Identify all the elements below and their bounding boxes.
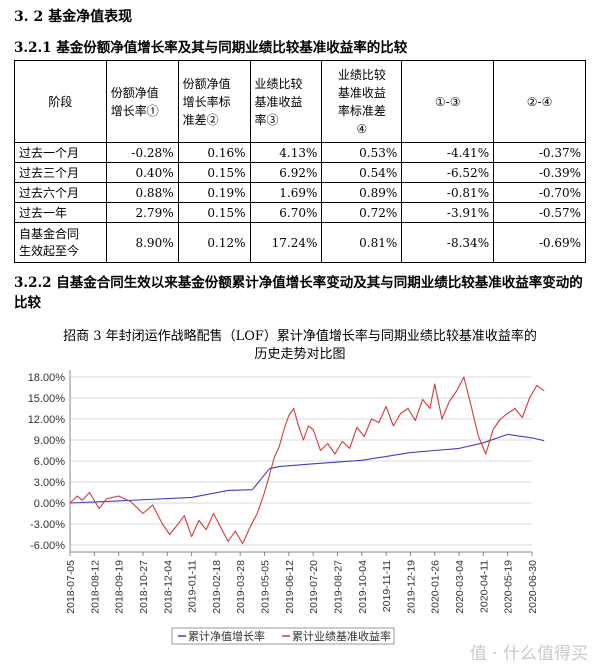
y-tick-label: 12.00%: [28, 414, 66, 426]
nav-growth-line: [69, 433, 545, 504]
period-cell: 过去三个月: [14, 162, 107, 183]
performance-table: 阶段 份额净值 增长率① 份额净值 增长率标 准差② 业绩比较 基准收益 率③ …: [14, 60, 586, 263]
chart-axes: 18.00% 15.00% 12.00% 9.00% 6.00% 3.00% 0.00% -3…: [28, 370, 539, 614]
table-cell: -0.37%: [493, 142, 586, 163]
legend-label: 累计净值增长率: [188, 629, 265, 643]
chart-legend: 累计净值增长率 累计业绩基准收益率: [171, 627, 395, 645]
period-cell: 过去六个月: [14, 182, 107, 203]
table-cell: 4.13%: [249, 142, 323, 163]
table-cell: 0.19%: [177, 182, 251, 203]
table-row: 过去六个月 0.88% 0.19% 1.69% 0.89% -0.81% -0.…: [14, 182, 586, 203]
table-cell: 0.53%: [321, 142, 403, 163]
y-tick-label: 15.00%: [28, 393, 66, 405]
table-row: 过去一年 2.79% 0.15% 6.70% 0.72% -3.91% -0.5…: [14, 202, 586, 223]
table-cell: -0.28%: [105, 142, 179, 163]
table-cell: -0.81%: [401, 182, 495, 203]
table-cell: -0.70%: [493, 182, 586, 203]
header-cell: ①-③: [401, 60, 495, 143]
header-cell: ②-④: [493, 60, 586, 143]
subsection2-title: 3.2.2 自基金合同生效以来基金份额累计净值增长率变动及其与同期业绩比较基准收…: [14, 275, 583, 311]
x-tick-label: 2018-09-19: [114, 560, 126, 614]
table-cell: -3.91%: [401, 202, 495, 223]
header-cell: 阶段: [14, 60, 107, 143]
benchmark-return-line: [69, 376, 545, 545]
nav-vs-benchmark-chart: 18.00% 15.00% 12.00% 9.00% 6.00% 3.00% 0.00% -3…: [28, 370, 545, 645]
table-cell: 0.89%: [321, 182, 403, 203]
x-tick-label: 2020-04-11: [478, 560, 490, 613]
x-tick-label: 2019-12-19: [405, 560, 417, 614]
x-tick-label: 2019-07-20: [308, 560, 320, 614]
period-cell: 过去一个月: [14, 142, 107, 163]
x-tick-label: 2018-10-27: [138, 560, 150, 614]
table-cell: 6.92%: [249, 162, 323, 183]
header-cell: 份额净值 增长率①: [105, 60, 179, 143]
table-cell: -0.57%: [493, 202, 586, 223]
subsection-title: 3.2.1 基金份额净值增长率及其与同期业绩比较基准收益率的比较: [14, 40, 408, 56]
table-cell: 0.72%: [321, 202, 403, 223]
table-cell: 0.15%: [177, 162, 251, 183]
chart-gridlines: [70, 376, 532, 546]
x-tick-label: 2019-06-12: [284, 560, 296, 614]
y-tick-label: 6.00%: [34, 456, 65, 468]
x-tick-label: 2020-05-19: [503, 560, 515, 614]
y-tick-label: -6.00%: [30, 540, 65, 552]
table-cell: 0.54%: [321, 162, 403, 183]
table-cell: -8.34%: [401, 222, 495, 263]
header-cell: 业绩比较 基准收益 率③: [249, 60, 323, 143]
header-cell: 业绩比较 基准收益 率标准差 ④: [321, 60, 403, 143]
table-cell: 8.90%: [105, 222, 179, 263]
table-cell: 0.16%: [177, 142, 251, 163]
x-tick-label: 2019-05-05: [260, 560, 272, 614]
table-row: 过去一个月 -0.28% 0.16% 4.13% 0.53% -4.41% -0…: [14, 142, 586, 163]
table-cell: -6.52%: [401, 162, 495, 183]
y-tick-label: 18.00%: [28, 372, 66, 384]
chart-title: 招商 3 年封闭运作战略配售（LOF）累计净值增长率与同期业绩比较基准收益率的 …: [63, 329, 537, 362]
chart-series: [69, 376, 545, 545]
header-cell: 份额净值 增长率标 准差②: [177, 60, 251, 143]
x-tick-label: 2020-06-30: [527, 560, 539, 614]
y-tick-label: 9.00%: [34, 435, 65, 447]
x-tick-label: 2019-08-27: [332, 560, 344, 614]
table-cell: 0.88%: [105, 182, 179, 203]
x-tick-label: 2019-03-28: [235, 560, 247, 614]
table-cell: 0.40%: [105, 162, 179, 183]
table-cell: 6.70%: [249, 202, 323, 223]
x-tick-label: 2019-01-11: [187, 560, 199, 613]
table-row: 自基金合同 生效起至今 8.90% 0.12% 17.24% 0.81% -8.…: [14, 222, 586, 263]
section-title: 3. 2 基金净值表现: [14, 9, 133, 25]
x-tick-label: 2019-11-11: [381, 560, 393, 612]
x-tick-label: 2018-08-12: [89, 560, 101, 614]
x-tick-label: 2018-07-05: [65, 560, 77, 614]
x-tick-label: 2020-03-04: [454, 560, 466, 614]
period-cell: 过去一年: [14, 202, 107, 223]
y-tick-label: 3.00%: [34, 477, 65, 489]
table-cell: -0.39%: [493, 162, 586, 183]
table-cell: 0.12%: [177, 222, 251, 263]
x-tick-label: 2019-02-18: [211, 560, 223, 614]
table-row: 过去三个月 0.40% 0.15% 6.92% 0.54% -6.52% -0.…: [14, 162, 586, 183]
legend-label: 累计业绩基准收益率: [292, 629, 391, 643]
table-cell: 0.81%: [321, 222, 403, 263]
table-cell: 0.15%: [177, 202, 251, 223]
table-header-row: 阶段 份额净值 增长率① 份额净值 增长率标 准差② 业绩比较 基准收益 率③ …: [14, 60, 586, 143]
x-tick-label: 2019-10-04: [357, 560, 369, 614]
x-tick-label: 2020-01-26: [430, 560, 442, 614]
table-cell: -4.41%: [401, 142, 495, 163]
table-cell: 1.69%: [249, 182, 323, 203]
table-cell: -0.69%: [493, 222, 586, 263]
watermark: 值 · 什么值得买: [469, 644, 588, 664]
table-cell: 17.24%: [249, 222, 323, 263]
y-tick-label: 0.00%: [34, 498, 65, 510]
x-tick-label: 2018-12-04: [162, 560, 174, 614]
table-cell: 2.79%: [105, 202, 179, 223]
y-tick-label: -3.00%: [30, 519, 65, 531]
period-cell: 自基金合同 生效起至今: [14, 222, 107, 263]
